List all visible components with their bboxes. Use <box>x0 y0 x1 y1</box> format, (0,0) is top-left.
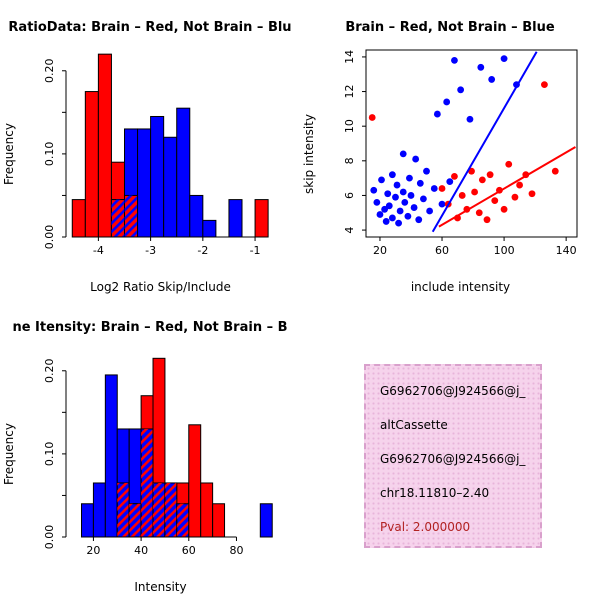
svg-text:14: 14 <box>343 50 356 64</box>
panel-hist-ratio: RatioData: Brain – Red, Not Brain – Blu … <box>0 0 300 300</box>
svg-text:20: 20 <box>373 244 387 257</box>
hist-intensity-title: ne Itensity: Brain – Red, Not Brain – B <box>12 320 288 335</box>
svg-text:6: 6 <box>343 192 356 199</box>
info-line-gene-id: G6962706@J924566@j_ <box>380 384 526 398</box>
svg-text:100: 100 <box>494 244 515 257</box>
svg-text:40: 40 <box>134 544 148 557</box>
hist-intensity-ylabel: Frequency <box>2 423 16 486</box>
info-box: G6962706@J924566@j_ altCassette G6962706… <box>364 364 542 548</box>
info-line-event-type: altCassette <box>380 418 448 432</box>
panel-scatter: Brain – Red, Not Brain – Blue skip inten… <box>300 0 600 300</box>
svg-text:20: 20 <box>86 544 100 557</box>
hist-intensity-plot: 20 40 60 80 0.00 0.10 0.20 <box>43 357 273 557</box>
svg-text:0.00: 0.00 <box>43 225 56 250</box>
svg-text:0.10: 0.10 <box>43 442 56 467</box>
svg-text:8: 8 <box>343 157 356 164</box>
hist-ratio-plot: -4 -3 -2 -1 0.00 0.10 0.20 <box>43 53 269 257</box>
scatter-plot: 20 60 100 140 4 6 8 10 12 14 <box>343 49 578 257</box>
hist-ratio-ylabel: Frequency <box>2 123 16 186</box>
hist-ratio-title: RatioData: Brain – Red, Not Brain – Blu <box>8 20 292 35</box>
info-line-junction-id: G6962706@J924566@j_ <box>380 452 526 466</box>
svg-text:-1: -1 <box>250 244 261 257</box>
svg-text:-4: -4 <box>93 244 104 257</box>
scatter-xlabel: include intensity <box>410 280 511 294</box>
scatter-ylabel: skip intensity <box>302 114 316 195</box>
svg-text:4: 4 <box>343 227 356 234</box>
hist-intensity-xlabel: Intensity <box>134 580 187 594</box>
svg-text:140: 140 <box>556 244 577 257</box>
svg-text:0.20: 0.20 <box>43 59 56 84</box>
svg-text:80: 80 <box>229 544 243 557</box>
svg-text:60: 60 <box>182 544 196 557</box>
svg-text:0.00: 0.00 <box>43 525 56 550</box>
svg-text:-3: -3 <box>145 244 156 257</box>
svg-text:0.20: 0.20 <box>43 359 56 384</box>
svg-text:0.10: 0.10 <box>43 142 56 167</box>
info-line-pval: Pval: 2.000000 <box>380 520 471 534</box>
hist-ratio-xlabel: Log2 Ratio Skip/Include <box>90 280 231 294</box>
svg-text:12: 12 <box>343 85 356 99</box>
info-line-locus: chr18.11810–2.40 <box>380 486 490 500</box>
svg-text:-2: -2 <box>197 244 208 257</box>
svg-text:10: 10 <box>343 119 356 133</box>
svg-text:60: 60 <box>435 244 449 257</box>
panel-info: G6962706@J924566@j_ altCassette G6962706… <box>300 300 600 600</box>
panel-hist-intensity: ne Itensity: Brain – Red, Not Brain – B … <box>0 300 300 600</box>
scatter-title: Brain – Red, Not Brain – Blue <box>345 20 555 35</box>
